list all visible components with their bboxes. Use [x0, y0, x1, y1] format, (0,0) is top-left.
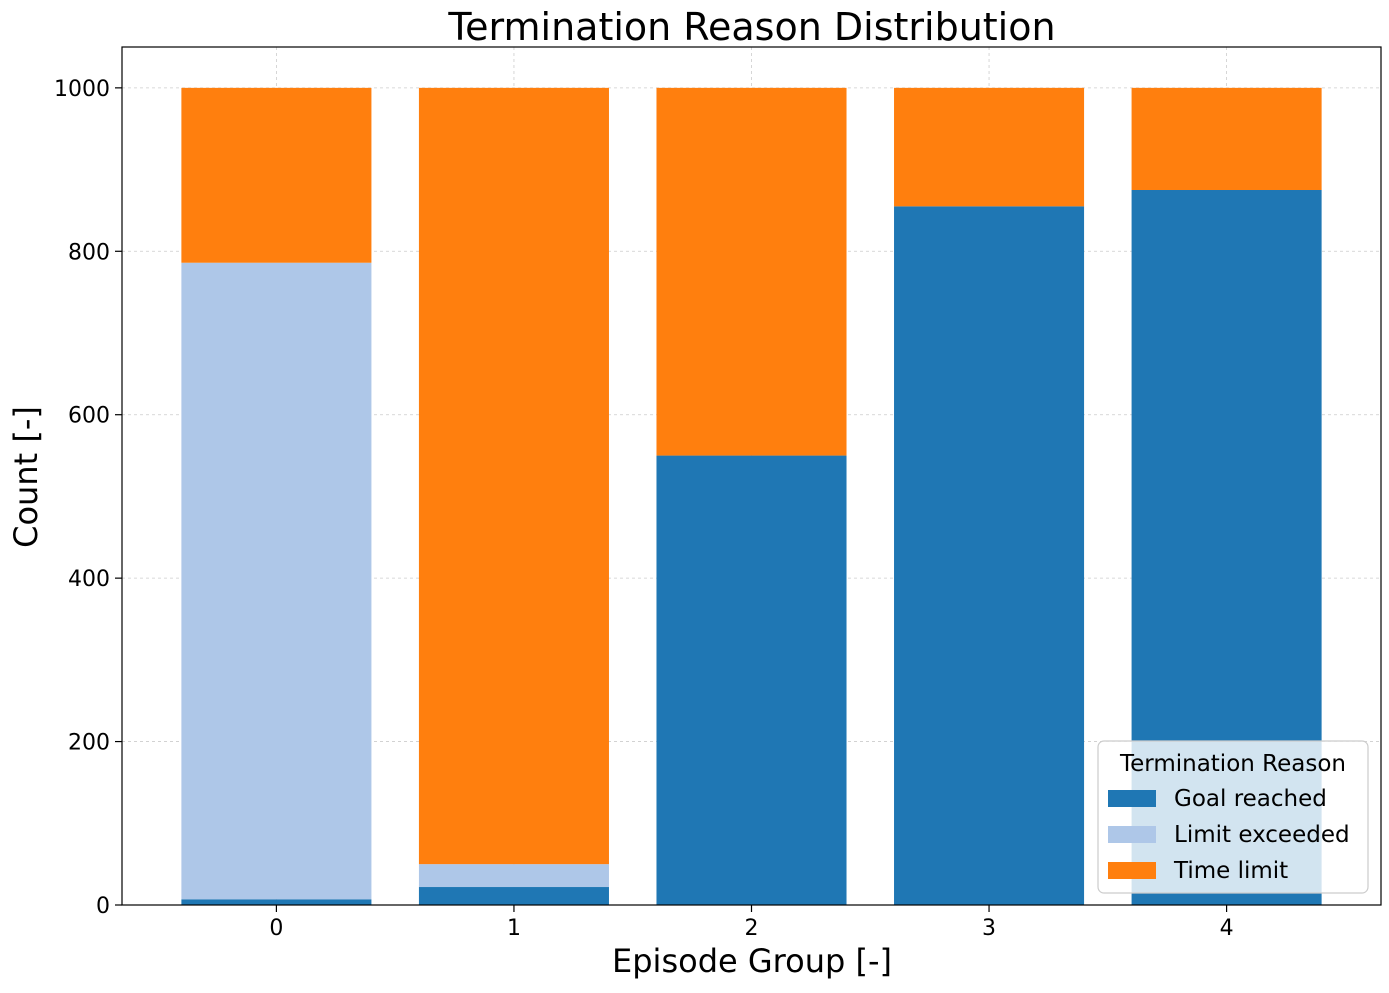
- legend-label: Time limit: [1173, 858, 1288, 884]
- legend-swatch: [1108, 790, 1156, 807]
- bar-segment-time-limit: [181, 87, 372, 263]
- bar-segment-goal-reached: [894, 206, 1085, 906]
- bar-segment-limit-exceeded: [418, 864, 609, 888]
- y-tick-label: 0: [96, 894, 110, 919]
- bar-segment-time-limit: [894, 87, 1085, 207]
- x-tick-label: 2: [745, 916, 759, 941]
- legend-label: Goal reached: [1174, 786, 1327, 812]
- y-tick-label: 200: [68, 731, 110, 756]
- x-tick-label: 1: [507, 916, 521, 941]
- y-tick-label: 400: [68, 567, 110, 592]
- legend-label: Limit exceeded: [1174, 822, 1350, 848]
- x-tick-label: 3: [982, 916, 996, 941]
- legend-box: [1097, 740, 1369, 894]
- bar-segment-time-limit: [418, 87, 609, 865]
- bar-segment-goal-reached: [656, 455, 847, 905]
- bar-segment-goal-reached: [418, 887, 609, 905]
- legend: Termination Reason Goal reached Limit exce…: [1097, 740, 1369, 894]
- y-axis-label: Count [-]: [7, 406, 45, 548]
- legend-swatch: [1108, 826, 1156, 843]
- bar-segment-time-limit: [1131, 87, 1322, 190]
- axis-ticks: 0 200 400 600 800 1000 0 1 2 3 4: [54, 77, 1234, 941]
- y-tick-label: 600: [68, 404, 110, 429]
- x-tick-label: 4: [1220, 916, 1234, 941]
- legend-title: Termination Reason: [1119, 751, 1346, 777]
- x-tick-label: 0: [269, 916, 283, 941]
- bar-segment-limit-exceeded: [181, 262, 372, 900]
- bar-segment-time-limit: [656, 87, 847, 456]
- chart-title: Termination Reason Distribution: [447, 5, 1055, 49]
- y-tick-label: 1000: [54, 77, 110, 102]
- legend-swatch: [1108, 862, 1156, 879]
- bar-segment-goal-reached: [181, 899, 372, 905]
- y-tick-label: 800: [68, 240, 110, 265]
- x-axis-label: Episode Group [-]: [612, 942, 892, 980]
